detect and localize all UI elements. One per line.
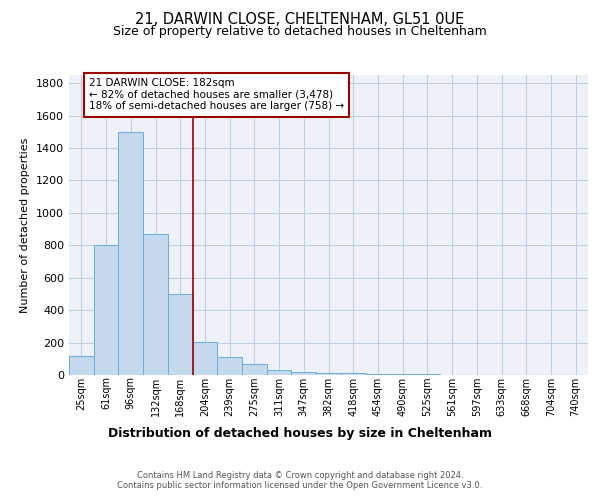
- Bar: [193, 342, 217, 375]
- Bar: [168, 294, 193, 375]
- Text: Size of property relative to detached houses in Cheltenham: Size of property relative to detached ho…: [113, 25, 487, 38]
- Text: Contains HM Land Registry data © Crown copyright and database right 2024.
Contai: Contains HM Land Registry data © Crown c…: [118, 470, 482, 490]
- Bar: [390, 374, 415, 375]
- Bar: [217, 357, 242, 375]
- Y-axis label: Number of detached properties: Number of detached properties: [20, 138, 31, 312]
- Bar: [143, 234, 168, 375]
- Text: 21, DARWIN CLOSE, CHELTENHAM, GL51 0UE: 21, DARWIN CLOSE, CHELTENHAM, GL51 0UE: [136, 12, 464, 28]
- Bar: [415, 374, 440, 375]
- Text: 21 DARWIN CLOSE: 182sqm
← 82% of detached houses are smaller (3,478)
18% of semi: 21 DARWIN CLOSE: 182sqm ← 82% of detache…: [89, 78, 344, 112]
- Bar: [316, 373, 341, 375]
- Bar: [94, 246, 118, 375]
- Bar: [118, 132, 143, 375]
- Bar: [242, 364, 267, 375]
- Bar: [365, 374, 390, 375]
- Text: Distribution of detached houses by size in Cheltenham: Distribution of detached houses by size …: [108, 428, 492, 440]
- Bar: [341, 374, 365, 375]
- Bar: [292, 372, 316, 375]
- Bar: [267, 370, 292, 375]
- Bar: [69, 356, 94, 375]
